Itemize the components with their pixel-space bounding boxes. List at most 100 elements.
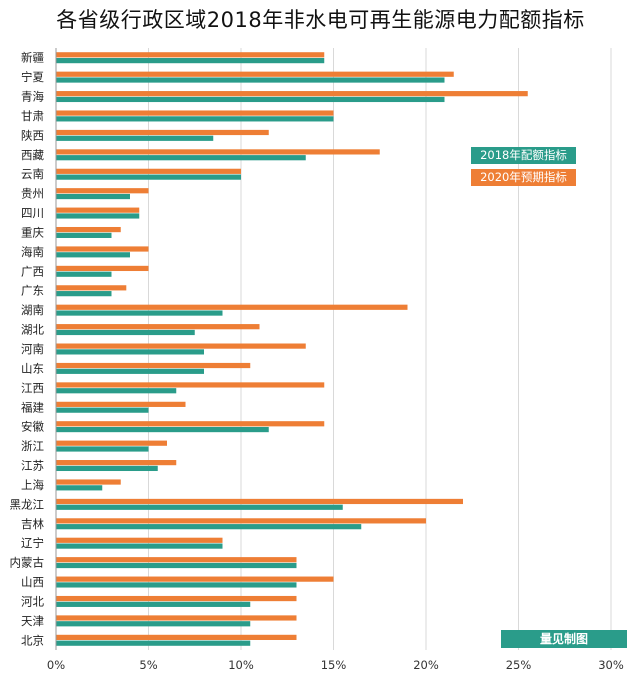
category-label: 西藏 bbox=[21, 148, 44, 162]
bar-2020 bbox=[56, 52, 325, 58]
bar-2018 bbox=[56, 58, 325, 64]
bar-2018 bbox=[56, 524, 362, 530]
bar-2020 bbox=[56, 207, 140, 213]
bar-2018 bbox=[56, 543, 223, 549]
category-label: 宁夏 bbox=[21, 70, 44, 84]
category-label: 浙江 bbox=[21, 439, 44, 453]
category-label: 青海 bbox=[21, 90, 44, 104]
bar-2020 bbox=[56, 188, 149, 194]
category-label: 吉林 bbox=[21, 517, 44, 531]
x-tick-label: 0% bbox=[47, 658, 65, 672]
brand-badge: 量见制图 bbox=[501, 630, 627, 648]
x-tick-label: 10% bbox=[228, 658, 254, 672]
bar-2020 bbox=[56, 595, 297, 602]
bar-2018 bbox=[56, 252, 130, 258]
x-tick-labels: 0% 5% 10% 15% 20% 25% 30% bbox=[47, 658, 624, 672]
bar-2020 bbox=[56, 226, 121, 233]
category-label: 甘肃 bbox=[21, 109, 44, 123]
bar-2018 bbox=[56, 329, 195, 336]
bar-2020 bbox=[56, 285, 127, 291]
bar-2020 bbox=[56, 71, 454, 77]
bar-2020 bbox=[56, 518, 426, 524]
bar-2020 bbox=[56, 343, 306, 349]
category-label: 四川 bbox=[21, 206, 44, 220]
bar-2020 bbox=[56, 576, 334, 582]
bar-2020 bbox=[56, 304, 408, 310]
bar-2018 bbox=[56, 310, 223, 316]
bar-2018 bbox=[56, 621, 251, 627]
bars bbox=[56, 52, 528, 646]
bar-2020 bbox=[56, 460, 177, 466]
bar-2018 bbox=[56, 601, 251, 607]
category-label: 辽宁 bbox=[21, 536, 44, 550]
bar-2020 bbox=[56, 634, 297, 640]
category-label: 河北 bbox=[21, 594, 44, 608]
x-tick-label: 30% bbox=[598, 658, 624, 672]
category-label: 江苏 bbox=[21, 459, 44, 473]
bar-2020 bbox=[56, 91, 528, 97]
bar-2020 bbox=[56, 246, 149, 252]
category-label: 河南 bbox=[21, 342, 44, 356]
category-label: 江西 bbox=[21, 381, 44, 395]
category-label: 湖南 bbox=[21, 303, 44, 317]
category-label: 黑龙江 bbox=[10, 497, 45, 511]
bar-2020 bbox=[56, 168, 241, 174]
bar-2020 bbox=[56, 479, 121, 485]
bar-2018 bbox=[56, 213, 140, 219]
bar-2018 bbox=[56, 271, 112, 277]
category-label: 安徽 bbox=[21, 420, 44, 434]
category-label: 贵州 bbox=[21, 187, 44, 201]
bar-2018 bbox=[56, 504, 343, 510]
bar-2018 bbox=[56, 407, 149, 413]
category-label: 广西 bbox=[21, 264, 44, 278]
bar-2018 bbox=[56, 155, 306, 161]
category-label: 广东 bbox=[21, 284, 44, 298]
bar-2018 bbox=[56, 135, 214, 141]
category-label: 北京 bbox=[21, 633, 44, 647]
category-label: 海南 bbox=[21, 245, 44, 259]
legend-item-2018: 2018年配额指标 bbox=[471, 147, 576, 164]
bar-2020 bbox=[56, 149, 380, 155]
category-label: 内蒙古 bbox=[10, 556, 45, 570]
bar-2020 bbox=[56, 324, 260, 330]
bar-2018 bbox=[56, 562, 297, 569]
bar-2018 bbox=[56, 77, 445, 83]
bar-2018 bbox=[56, 291, 112, 297]
category-labels: 新疆宁夏青海甘肃陕西西藏云南贵州四川重庆海南广西广东湖南湖北河南山东江西福建安徽… bbox=[10, 51, 45, 648]
category-label: 云南 bbox=[21, 167, 44, 181]
bar-2020 bbox=[56, 110, 334, 116]
bar-2018 bbox=[56, 388, 177, 394]
category-label: 重庆 bbox=[21, 225, 44, 239]
category-label: 福建 bbox=[21, 400, 44, 414]
x-tick-label: 25% bbox=[506, 658, 532, 672]
bar-2018 bbox=[56, 446, 149, 452]
bar-2020 bbox=[56, 498, 463, 505]
category-label: 陕西 bbox=[21, 128, 44, 142]
category-label: 山东 bbox=[21, 361, 44, 375]
bar-2018 bbox=[56, 582, 297, 588]
bar-2018 bbox=[56, 349, 204, 355]
bar-2018 bbox=[56, 116, 334, 122]
bar-2018 bbox=[56, 174, 241, 180]
category-label: 山西 bbox=[21, 575, 44, 589]
bar-2020 bbox=[56, 362, 251, 369]
category-label: 上海 bbox=[21, 478, 44, 492]
category-label: 湖北 bbox=[21, 323, 44, 337]
bar-2020 bbox=[56, 401, 186, 407]
bar-2020 bbox=[56, 129, 269, 136]
bar-2020 bbox=[56, 421, 325, 427]
category-label: 新疆 bbox=[21, 51, 44, 65]
x-tick-label: 5% bbox=[139, 658, 157, 672]
bar-2020 bbox=[56, 615, 297, 621]
legend-item-2020: 2020年预期指标 bbox=[471, 169, 576, 186]
bar-2018 bbox=[56, 465, 158, 472]
bar-2020 bbox=[56, 440, 167, 446]
x-tick-label: 20% bbox=[413, 658, 439, 672]
bar-2020 bbox=[56, 382, 325, 388]
bar-2020 bbox=[56, 265, 149, 272]
chart-title: 各省级行政区域2018年非水电可再生能源电力配额指标 bbox=[56, 8, 585, 32]
bar-2018 bbox=[56, 485, 103, 491]
category-label: 天津 bbox=[21, 614, 44, 628]
bar-2018 bbox=[56, 640, 251, 646]
